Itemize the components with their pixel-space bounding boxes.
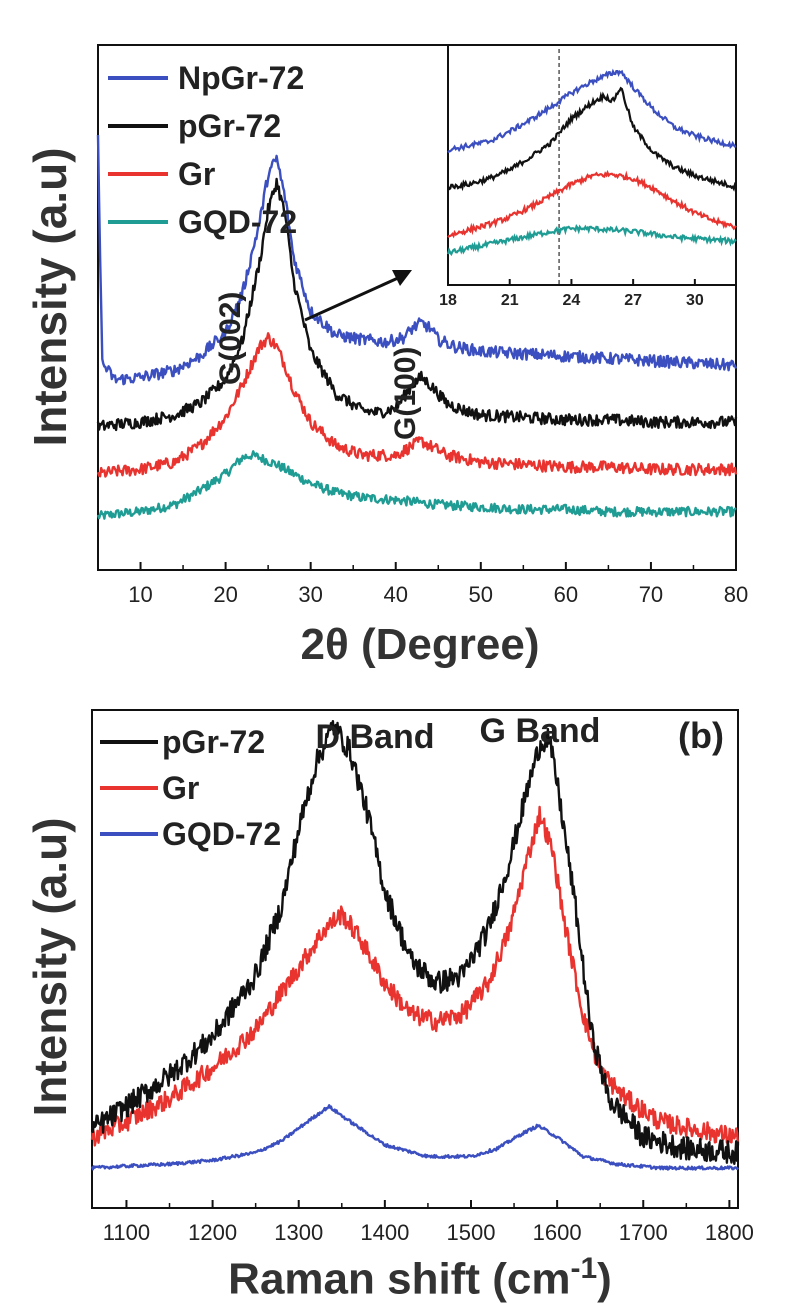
series-line-pgr-72 <box>90 720 740 1165</box>
panel-b-frame <box>91 709 739 1209</box>
panel-a-xtick-label: 30 <box>298 582 322 607</box>
series-line-npgr-72 <box>96 134 738 386</box>
inset-series-gqd-72 <box>446 223 737 257</box>
panel-a-xtick-label: 80 <box>724 582 748 607</box>
inset-xtick-label: 30 <box>686 292 704 309</box>
panel-b-xtick-label: 1700 <box>619 1220 668 1245</box>
panel-a-xtick-label: 60 <box>554 582 578 607</box>
panel-a-xtick-label: 70 <box>639 582 663 607</box>
legend-label-gqd-72: GQD-72 <box>162 816 281 852</box>
annotation-d-band: D Band <box>316 718 435 756</box>
inset-arrow-head <box>392 270 412 286</box>
inset-xtick-label: 24 <box>563 292 581 309</box>
inset-frame <box>447 44 737 286</box>
panel-b-xlabel-main: Raman shift (cm <box>228 1254 571 1304</box>
inset-series-npgr-72 <box>447 68 737 154</box>
panel-a-chart: 10 20 30 40 50 60 70 80 G(002) G(100) NpGr-72 pGr-7… <box>96 44 748 607</box>
inset-xtick-label: 21 <box>501 292 519 309</box>
panel-a-xtick-label: 40 <box>383 582 407 607</box>
panel-b-ylabel: Intensity (a.u) <box>24 817 76 1117</box>
legend-label-npgr-72: NpGr-72 <box>178 60 304 96</box>
series-line-gqd-72 <box>90 1104 740 1171</box>
panel-b-xtick-label: 1500 <box>447 1220 496 1245</box>
inset-series-gr <box>447 169 737 239</box>
panel-b-xtick-label: 1200 <box>188 1220 237 1245</box>
series-line-gr <box>90 805 740 1147</box>
panel-a-xtick-label: 20 <box>213 582 237 607</box>
panel-b-xtick-label: 1800 <box>705 1220 754 1245</box>
legend-label-pgr-72: pGr-72 <box>162 724 265 760</box>
panel-b-xtick-label: 1400 <box>360 1220 409 1245</box>
panel-b-xlabel-close: ) <box>597 1254 612 1304</box>
legend-label-gqd-72: GQD-72 <box>178 204 297 240</box>
series-line-pgr-72 <box>96 177 738 432</box>
annotation-g002: G(002) <box>214 292 247 385</box>
series-line-gr <box>96 332 738 478</box>
panel-b-xlabel: Raman shift (cm-1) <box>100 1252 740 1305</box>
inset-arrow-line <box>304 276 399 322</box>
panel-b-label: (b) <box>678 715 724 756</box>
panel-b-xtick-label: 1100 <box>103 1220 150 1245</box>
series-line-gqd-72 <box>96 450 737 520</box>
inset-xtick-label: 27 <box>624 292 642 309</box>
legend-label-gr: Gr <box>162 770 199 806</box>
annotation-g-band: G Band <box>480 712 601 750</box>
panel-a-xtick-label: 50 <box>469 582 493 607</box>
annotation-g100: G(100) <box>389 347 422 440</box>
legend-label-gr: Gr <box>178 156 215 192</box>
panel-b-xtick-label: 1300 <box>274 1220 323 1245</box>
panel-a-xlabel: 2θ (Degree) <box>300 620 540 669</box>
panel-b-xlabel-sup: -1 <box>570 1252 598 1285</box>
inset-xtick-label: 18 <box>439 292 457 309</box>
panel-b-xtick-label: 1600 <box>533 1220 582 1245</box>
panel-a-xtick-label: 10 <box>128 582 152 607</box>
legend-label-pgr-72: pGr-72 <box>178 108 281 144</box>
panel-a-frame <box>97 44 737 571</box>
inset-series-pgr-72 <box>447 86 737 192</box>
panel-a-ylabel: Intensity (a.u) <box>24 147 76 447</box>
panel-b-chart: 1100 1200 1300 1400 1500 1600 1700 1800 pGr-72 Gr… <box>90 709 754 1245</box>
